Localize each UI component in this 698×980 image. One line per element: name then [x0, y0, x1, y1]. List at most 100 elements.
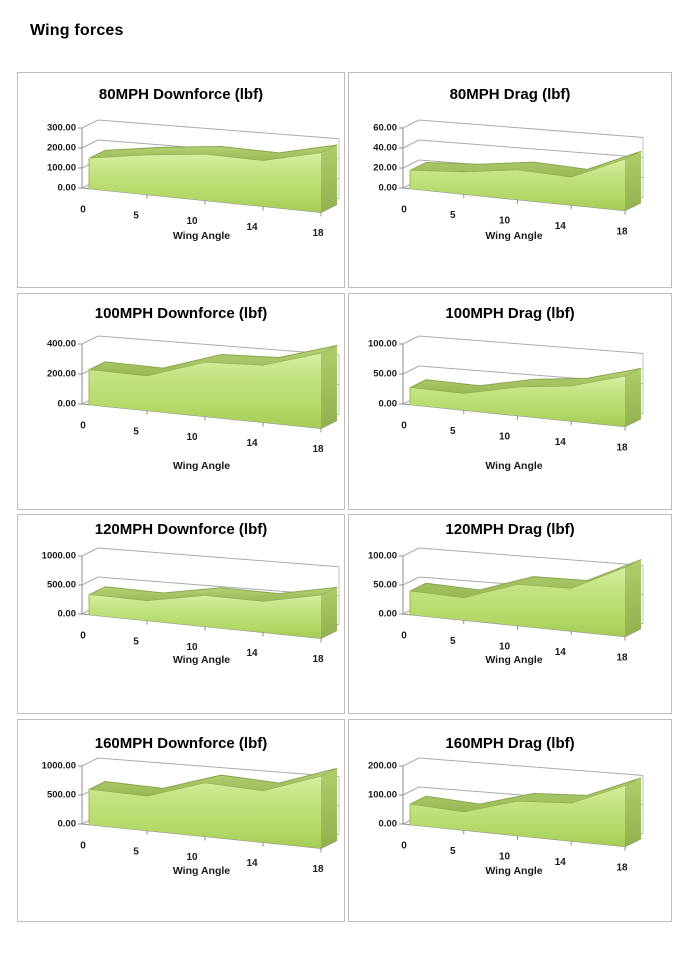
x-tick-label: 5 — [450, 846, 456, 857]
x-tick-label: 14 — [246, 438, 258, 449]
x-tick-label: 5 — [133, 210, 139, 221]
x-tick-label: 5 — [450, 426, 456, 437]
x-tick-label: 14 — [555, 647, 567, 658]
page-title: Wing forces — [30, 22, 124, 39]
x-tick-label: 14 — [555, 221, 567, 232]
x-tick-label: 5 — [133, 846, 139, 857]
y-tick-label: 200.00 — [47, 143, 76, 154]
x-tick-label: 10 — [186, 642, 198, 653]
grid-line — [418, 119, 644, 138]
x-tick-label: 18 — [616, 862, 628, 873]
area-top-surface — [409, 777, 642, 813]
grid-line — [402, 335, 420, 345]
area-side-face — [625, 151, 641, 211]
x-tick-label: 0 — [80, 840, 86, 851]
x-tick-label: 5 — [450, 210, 456, 221]
chart-canvas: 0.00 50.00 100.00 0 5 10 14 18 Wing Angle — [368, 547, 644, 666]
x-tick-label: 14 — [246, 858, 258, 869]
y-tick-label: 400.00 — [47, 339, 76, 350]
y-tick-label: 1000.00 — [42, 551, 76, 562]
grid-line — [402, 159, 420, 169]
x-tick-label: 18 — [616, 226, 628, 237]
x-tick-label: 10 — [499, 215, 511, 226]
x-tick-label: 18 — [312, 444, 324, 455]
chart-title: 80MPH Downforce (lbf) — [98, 86, 264, 103]
area-side-face — [321, 345, 337, 429]
grid-line — [418, 547, 644, 566]
grid-line — [81, 139, 99, 149]
chart-title: 160MPH Drag (lbf) — [445, 735, 575, 752]
x-tick-label: 10 — [499, 641, 511, 652]
grid-line — [97, 335, 340, 356]
y-tick-label: 0.00 — [379, 399, 398, 410]
y-tick-label: 100.00 — [368, 339, 397, 350]
y-tick-label: 100.00 — [47, 163, 76, 174]
grid-line — [418, 335, 644, 354]
x-tick-label: 10 — [186, 216, 198, 227]
x-axis-title: Wing Angle — [485, 654, 542, 666]
chart-title: 160MPH Downforce (lbf) — [94, 735, 268, 752]
chart-100mph-downforce-lbf: 100MPH Downforce (lbf) 0.00 200.00 400.00 0 5… — [17, 293, 345, 510]
grid-line — [81, 757, 99, 767]
grid-line — [81, 335, 99, 345]
grid-line — [81, 547, 99, 557]
chart-80mph-drag-lbf: 80MPH Drag (lbf) 0.00 20.00 40.00 60.00 0 5 10 1… — [348, 72, 672, 288]
area-front-face — [410, 376, 625, 427]
x-tick-label: 18 — [312, 864, 324, 875]
grid-line — [402, 119, 420, 129]
x-tick-label: 0 — [401, 840, 407, 851]
x-axis-title: Wing Angle — [173, 865, 230, 877]
grid-line — [81, 613, 322, 639]
chart-title: 100MPH Downforce (lbf) — [94, 305, 268, 322]
area-top-surface — [88, 767, 338, 797]
x-tick-label: 0 — [80, 420, 86, 431]
y-tick-label: 500.00 — [47, 790, 76, 801]
area-front-face — [89, 353, 321, 429]
grid-line — [418, 139, 644, 158]
x-tick-label: 10 — [499, 431, 511, 442]
area-front-face — [89, 152, 321, 213]
y-tick-label: 0.00 — [379, 183, 398, 194]
area-front-face — [410, 785, 625, 847]
x-axis-title: Wing Angle — [485, 460, 542, 472]
chart-canvas: 0.00 500.00 1000.00 0 5 10 14 18 Wing Angle — [42, 757, 340, 877]
x-tick-label: 10 — [186, 852, 198, 863]
area-front-face — [89, 776, 321, 849]
y-tick-label: 50.00 — [373, 580, 397, 591]
chart-title: 120MPH Downforce (lbf) — [94, 521, 268, 538]
chart-120mph-drag-lbf: 120MPH Drag (lbf) 0.00 50.00 100.00 0 5 10 14 18… — [348, 514, 672, 714]
grid-line — [402, 547, 420, 557]
chart-title: 100MPH Drag (lbf) — [445, 305, 575, 322]
chart-160mph-downforce-lbf: 160MPH Downforce (lbf) 0.00 500.00 1000.00 0… — [17, 719, 345, 922]
y-tick-label: 100.00 — [368, 790, 397, 801]
area-top-surface — [88, 586, 338, 603]
area-top-surface — [409, 150, 642, 178]
y-tick-label: 300.00 — [47, 123, 76, 134]
chart-100mph-drag-lbf: 100MPH Drag (lbf) 0.00 50.00 100.00 0 5 10 14 18… — [348, 293, 672, 510]
area-top-surface — [409, 559, 642, 599]
y-tick-label: 100.00 — [368, 551, 397, 562]
x-tick-label: 0 — [401, 204, 407, 215]
x-tick-label: 5 — [133, 426, 139, 437]
grid-line — [418, 757, 644, 776]
grid-line — [320, 839, 338, 849]
grid-line — [402, 786, 420, 796]
area-front-face — [89, 594, 321, 639]
x-tick-label: 10 — [499, 851, 511, 862]
x-tick-label: 5 — [450, 636, 456, 647]
y-tick-label: 0.00 — [58, 183, 77, 194]
y-tick-label: 0.00 — [58, 819, 77, 830]
y-tick-label: 0.00 — [379, 819, 398, 830]
chart-title: 80MPH Drag (lbf) — [449, 86, 571, 103]
chart-canvas: 0.00 20.00 40.00 60.00 0 5 10 14 18 Wing Angle — [373, 119, 644, 242]
y-tick-label: 500.00 — [47, 580, 76, 591]
grid-line — [97, 119, 340, 140]
y-tick-label: 60.00 — [373, 123, 397, 134]
x-tick-label: 0 — [401, 630, 407, 641]
area-front-face — [410, 159, 625, 211]
grid-line — [81, 119, 99, 129]
x-tick-label: 5 — [133, 636, 139, 647]
chart-canvas: 0.00 100.00 200.00 300.00 0 5 10 14 18 Wing Angle — [47, 119, 340, 242]
y-tick-label: 50.00 — [373, 369, 397, 380]
y-tick-label: 200.00 — [47, 369, 76, 380]
